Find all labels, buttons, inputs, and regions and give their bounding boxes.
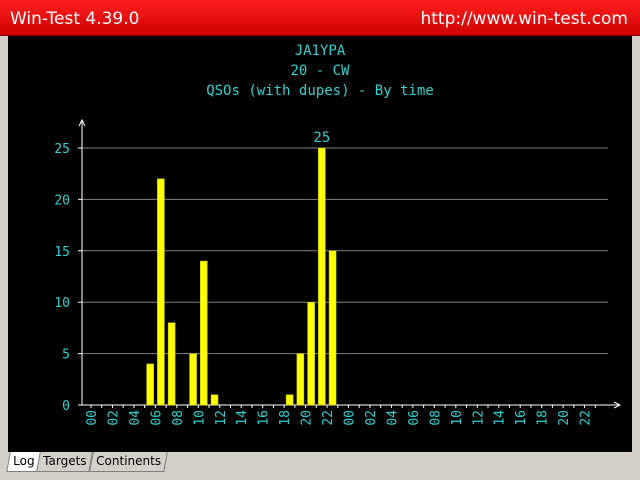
- y-tick-label: 25: [54, 142, 70, 157]
- x-tick-label: 06: [407, 410, 422, 426]
- tab[interactable]: Continents: [89, 452, 168, 472]
- chart-caption: QSOs (with dupes) - By time: [206, 83, 434, 99]
- bar: [328, 250, 337, 406]
- tab-label[interactable]: Continents: [96, 454, 161, 468]
- x-tick-label: 20: [557, 410, 572, 426]
- x-tick-label: 16: [514, 410, 529, 426]
- x-tick-label: 22: [321, 410, 336, 426]
- bar: [318, 147, 326, 406]
- tab[interactable]: Targets: [36, 452, 94, 472]
- y-tick-label: 15: [54, 245, 70, 260]
- x-tick-label: 16: [257, 410, 272, 426]
- x-axis-arrow: [613, 401, 622, 409]
- x-tick-label: 12: [214, 410, 229, 426]
- x-tick-label: 08: [171, 410, 186, 426]
- app-title: Win-Test 4.39.0: [10, 9, 140, 29]
- bar-label: 25: [313, 130, 330, 146]
- y-tick-label: 20: [54, 193, 70, 208]
- x-tick-label: 02: [364, 410, 379, 426]
- x-tick-label: 08: [428, 410, 443, 426]
- bar: [189, 353, 197, 406]
- x-tick-label: 12: [471, 410, 486, 426]
- x-tick-label: 04: [385, 410, 400, 426]
- x-tick-label: 06: [149, 410, 164, 426]
- x-tick-label: 02: [106, 410, 121, 426]
- chart: JA1YPA 20 - CW QSOs (with dupes) - By ti…: [8, 36, 632, 452]
- bar: [167, 322, 176, 406]
- bar: [146, 363, 154, 406]
- x-tick-label: 14: [493, 410, 508, 426]
- x-tick-label: 00: [343, 410, 358, 426]
- url[interactable]: http://www.win-test.com: [420, 9, 628, 29]
- bar: [157, 178, 165, 406]
- bar: [296, 353, 305, 406]
- x-tick-label: 20: [300, 410, 315, 426]
- chart-title: JA1YPA: [295, 43, 346, 59]
- y-tick-label: 10: [54, 296, 70, 311]
- y-tick-label: 0: [62, 399, 70, 414]
- tab-label[interactable]: Targets: [43, 454, 88, 468]
- x-tick-label: 22: [579, 410, 594, 426]
- bar: [307, 301, 315, 406]
- bar: [210, 394, 219, 406]
- tab-label[interactable]: Log: [13, 454, 35, 468]
- x-tick-label: 04: [128, 410, 143, 426]
- bar: [285, 394, 294, 406]
- x-tick-label: 10: [450, 410, 465, 426]
- y-axis-arrow: [78, 118, 86, 127]
- x-tick-label: 14: [235, 410, 250, 426]
- x-tick-label: 18: [278, 410, 293, 426]
- chart-subtitle: 20 - CW: [290, 63, 350, 79]
- tab-bar: Log Targets Continents: [6, 452, 168, 472]
- x-tick-label: 00: [85, 410, 100, 426]
- y-tick-label: 5: [62, 348, 70, 363]
- x-tick-label: 10: [192, 410, 207, 426]
- title-bar: Win-Test 4.39.0 http://www.win-test.com: [0, 0, 640, 36]
- x-tick-label: 18: [536, 410, 551, 426]
- bar: [200, 260, 208, 406]
